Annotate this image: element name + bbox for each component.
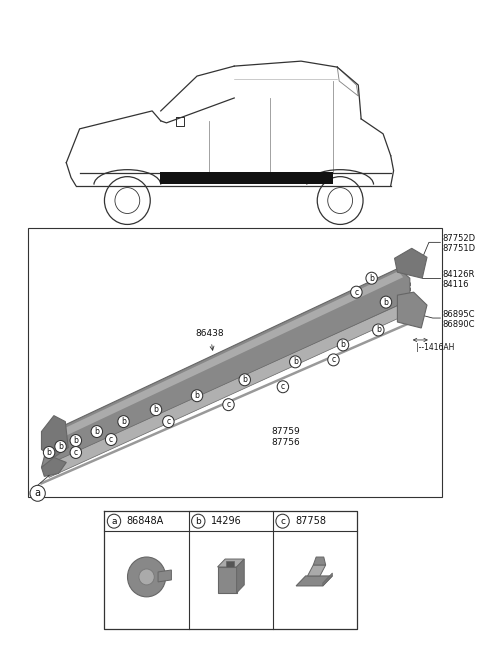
Text: c: c xyxy=(354,287,359,297)
Circle shape xyxy=(106,434,117,445)
Text: b: b xyxy=(58,442,63,451)
Text: c: c xyxy=(167,417,170,426)
Text: b: b xyxy=(293,358,298,366)
Text: a: a xyxy=(35,488,41,499)
Circle shape xyxy=(139,569,154,585)
Circle shape xyxy=(337,339,349,351)
Polygon shape xyxy=(41,268,410,468)
Text: b: b xyxy=(341,340,346,350)
Text: b: b xyxy=(47,448,51,457)
Text: b: b xyxy=(384,298,388,306)
Circle shape xyxy=(372,324,384,336)
Text: 87756: 87756 xyxy=(271,438,300,447)
Circle shape xyxy=(328,354,339,366)
Circle shape xyxy=(128,557,166,597)
Text: 87759: 87759 xyxy=(271,427,300,436)
Circle shape xyxy=(108,514,120,528)
Circle shape xyxy=(43,447,55,459)
Text: 87752D: 87752D xyxy=(442,234,475,243)
Circle shape xyxy=(70,434,82,447)
Text: 14296: 14296 xyxy=(211,516,241,526)
Text: b: b xyxy=(73,436,78,445)
Circle shape xyxy=(289,356,301,368)
Polygon shape xyxy=(41,457,66,476)
Text: b: b xyxy=(195,517,201,525)
Circle shape xyxy=(55,441,66,453)
Text: 84116: 84116 xyxy=(442,279,469,289)
Polygon shape xyxy=(308,565,325,576)
Text: 86895C: 86895C xyxy=(442,310,475,319)
Circle shape xyxy=(70,447,82,459)
Polygon shape xyxy=(41,300,417,478)
Polygon shape xyxy=(158,570,171,582)
Polygon shape xyxy=(395,249,427,278)
Polygon shape xyxy=(397,292,427,328)
Text: |--1416AH: |--1416AH xyxy=(417,343,455,352)
Circle shape xyxy=(351,286,362,298)
Text: c: c xyxy=(109,435,113,444)
Text: c: c xyxy=(280,517,285,525)
Polygon shape xyxy=(296,576,332,586)
Text: 84126R: 84126R xyxy=(442,270,475,279)
Text: b: b xyxy=(154,405,158,414)
Polygon shape xyxy=(61,271,403,436)
Polygon shape xyxy=(160,172,334,184)
Circle shape xyxy=(163,416,174,428)
Polygon shape xyxy=(217,559,244,567)
Circle shape xyxy=(366,272,377,284)
Text: c: c xyxy=(227,400,230,409)
Text: b: b xyxy=(376,325,381,335)
Text: c: c xyxy=(331,356,336,364)
Circle shape xyxy=(380,296,392,308)
Circle shape xyxy=(91,426,103,438)
Circle shape xyxy=(223,399,234,411)
Polygon shape xyxy=(41,416,68,457)
Circle shape xyxy=(118,416,129,428)
Text: b: b xyxy=(369,274,374,283)
Text: b: b xyxy=(121,417,126,426)
Circle shape xyxy=(239,374,251,386)
Circle shape xyxy=(150,403,162,416)
Text: 87751D: 87751D xyxy=(442,244,475,253)
Polygon shape xyxy=(323,573,332,586)
Circle shape xyxy=(192,514,205,528)
Text: c: c xyxy=(74,448,78,457)
Text: b: b xyxy=(242,375,247,384)
Polygon shape xyxy=(313,557,325,565)
Polygon shape xyxy=(237,559,244,593)
Text: b: b xyxy=(194,391,200,400)
Text: 86848A: 86848A xyxy=(126,516,164,526)
Polygon shape xyxy=(226,561,234,567)
Circle shape xyxy=(30,485,45,501)
Text: b: b xyxy=(95,427,99,436)
Polygon shape xyxy=(217,567,237,593)
Circle shape xyxy=(276,514,289,528)
Text: 87758: 87758 xyxy=(295,516,326,526)
Text: a: a xyxy=(111,517,117,525)
Text: 86438: 86438 xyxy=(195,329,224,338)
Text: 86890C: 86890C xyxy=(442,319,475,329)
Text: c: c xyxy=(281,382,285,391)
Circle shape xyxy=(192,390,203,401)
Circle shape xyxy=(277,380,288,393)
